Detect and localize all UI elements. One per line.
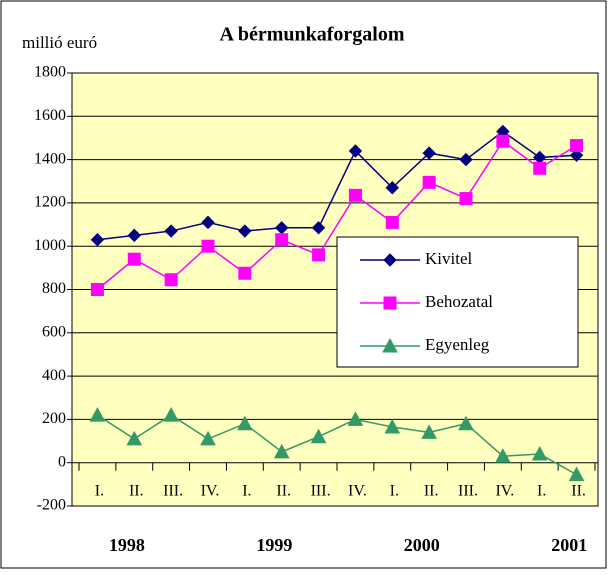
- data-point: [385, 215, 399, 229]
- legend-marker: [382, 337, 398, 353]
- x-tick-label: I.: [390, 483, 399, 500]
- data-point: [459, 152, 473, 167]
- legend-label: Behozatal: [425, 292, 493, 311]
- data-point: [496, 134, 510, 148]
- data-point: [385, 181, 399, 195]
- data-point: [90, 232, 105, 247]
- data-point: [201, 215, 215, 230]
- data-point: [533, 161, 547, 175]
- y-tick-label: 200: [42, 410, 66, 427]
- x-tick-label: III.: [311, 483, 331, 500]
- data-point: [422, 146, 436, 160]
- data-point: [275, 233, 289, 247]
- legend-marker: [383, 296, 397, 310]
- x-tick-label: III.: [163, 483, 183, 500]
- year-label: 1998: [109, 535, 145, 555]
- data-point: [531, 445, 548, 461]
- data-point: [273, 443, 290, 459]
- legend-label: Kivitel: [425, 249, 472, 268]
- x-tick-label: I.: [242, 483, 251, 500]
- data-point: [384, 418, 401, 434]
- data-point: [495, 448, 511, 463]
- x-tick-label: IV.: [201, 483, 220, 500]
- data-point: [569, 148, 584, 162]
- data-point: [89, 407, 106, 422]
- y-tick-label: 1400: [34, 150, 66, 167]
- y-tick-label: -200: [37, 497, 66, 514]
- year-label: 2001: [551, 535, 587, 555]
- data-point: [164, 224, 178, 238]
- x-tick-label: I.: [95, 483, 104, 500]
- y-tick-label: 1600: [34, 107, 66, 124]
- data-point: [347, 411, 364, 426]
- data-point: [201, 239, 215, 253]
- data-point: [312, 248, 326, 262]
- x-tick-label: II.: [424, 483, 439, 500]
- year-label: 1999: [256, 535, 292, 555]
- data-point: [127, 252, 141, 266]
- y-tick-label: 1000: [34, 237, 66, 254]
- data-point: [568, 466, 585, 482]
- data-point: [238, 224, 252, 238]
- chart-title: A bérmunkaforgalom: [220, 24, 405, 46]
- data-point: [348, 188, 362, 202]
- y-tick-label: 1200: [34, 194, 66, 211]
- x-tick-label: IV.: [348, 483, 367, 500]
- data-point: [311, 221, 326, 235]
- data-point: [200, 430, 216, 446]
- data-point: [90, 283, 104, 296]
- y-tick-label: 1800: [34, 64, 66, 81]
- data-point: [458, 415, 474, 431]
- data-point: [238, 266, 252, 280]
- legend-label: Egyenleg: [425, 335, 490, 354]
- data-point: [570, 139, 584, 153]
- y-tick-label: 800: [42, 280, 66, 297]
- data-point: [421, 424, 437, 439]
- data-point: [164, 273, 178, 287]
- legend-marker: [383, 253, 397, 267]
- data-point: [163, 407, 179, 422]
- x-tick-label: IV.: [495, 483, 514, 500]
- y-tick-label: 400: [42, 367, 66, 384]
- data-point: [237, 415, 253, 431]
- x-tick-label: II.: [129, 483, 144, 500]
- data-point: [422, 175, 436, 189]
- data-point: [126, 430, 143, 446]
- year-label: 2000: [404, 535, 440, 555]
- x-tick-label: III.: [458, 483, 478, 500]
- y-tick-label: 0: [58, 453, 66, 470]
- y-tick-label: 600: [42, 323, 66, 340]
- data-point: [127, 228, 141, 243]
- data-point: [310, 428, 327, 444]
- y-axis-label: millió euró: [22, 33, 97, 52]
- x-tick-label: II.: [571, 483, 586, 500]
- data-point: [459, 192, 473, 206]
- x-tick-label: II.: [276, 483, 291, 500]
- x-tick-label: I.: [537, 483, 546, 500]
- data-point: [348, 144, 363, 158]
